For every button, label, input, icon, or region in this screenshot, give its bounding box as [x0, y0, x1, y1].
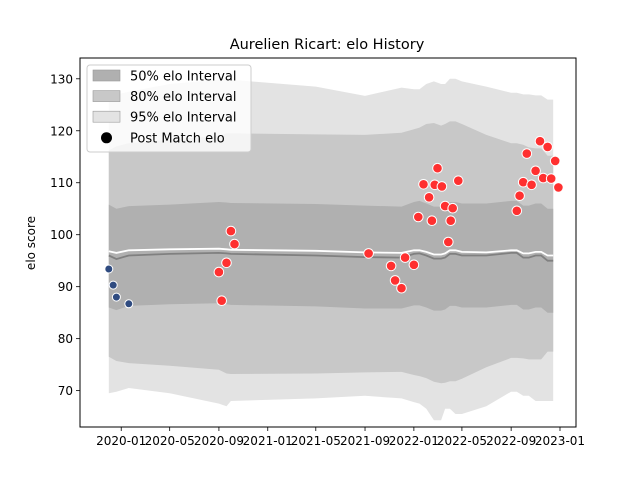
- chart-title: Aurelien Ricart: elo History: [230, 37, 425, 53]
- x-tick-label: 2021-05: [291, 434, 341, 448]
- data-point-late: [445, 215, 457, 226]
- data-point-early: [108, 280, 118, 290]
- data-point-late: [526, 179, 537, 191]
- data-point-late: [216, 295, 227, 307]
- data-point-early: [111, 292, 121, 302]
- data-point-late: [225, 225, 237, 237]
- legend-marker: [101, 132, 112, 144]
- y-tick-label: 110: [50, 176, 73, 190]
- data-point-late: [514, 190, 525, 201]
- legend-label: 80% elo Interval: [130, 90, 237, 105]
- legend-label: 50% elo Interval: [130, 70, 237, 85]
- x-tick-label: 2020-05: [145, 434, 195, 448]
- x-tick-label: 2022-01: [389, 434, 439, 448]
- data-point-late: [413, 211, 424, 223]
- y-tick-label: 130: [50, 72, 73, 86]
- data-point-late: [432, 162, 443, 174]
- data-point-late: [229, 238, 240, 250]
- legend: 50% elo Interval 80% elo Interval 95% elo …: [86, 64, 252, 153]
- legend-swatch: [92, 69, 121, 82]
- mean-line: [108, 251, 554, 262]
- data-point-late: [399, 252, 411, 263]
- legend-label: Post Match elo: [130, 131, 225, 146]
- y-tick-label: 100: [50, 228, 73, 242]
- data-point-late: [511, 205, 523, 217]
- data-point-late: [426, 215, 438, 226]
- data-point-late: [530, 165, 541, 177]
- data-point-late: [542, 141, 553, 153]
- legend-label: 95% elo Interval: [130, 111, 237, 126]
- data-point-late: [436, 181, 448, 192]
- x-tick-label: 2020-01: [96, 434, 146, 448]
- x-tick-label: 2021-09: [340, 434, 390, 448]
- y-axis-label: elo score: [24, 216, 38, 270]
- data-point-late: [447, 202, 459, 214]
- data-point-late: [549, 155, 561, 167]
- data-point-late: [213, 266, 225, 278]
- data-point-late: [443, 236, 454, 248]
- data-point-early: [124, 299, 134, 309]
- x-tick-label: 2023-01: [535, 434, 585, 448]
- y-tick-label: 80: [58, 332, 73, 346]
- data-point-late: [553, 182, 564, 193]
- data-point-late: [418, 179, 429, 190]
- data-point-late: [521, 148, 533, 159]
- data-point-late: [423, 192, 435, 203]
- plot-frame: [79, 57, 577, 428]
- data-point-late: [545, 173, 557, 184]
- legend-swatch: [92, 90, 121, 102]
- data-point-early: [104, 264, 114, 274]
- data-point-late: [534, 135, 546, 147]
- data-point-late: [389, 275, 401, 286]
- data-point-late: [408, 259, 420, 271]
- x-tick-label: 2021-01: [243, 434, 293, 448]
- x-tick-label: 2022-09: [486, 434, 536, 448]
- data-point-late: [385, 260, 397, 272]
- x-tick-label: 2022-05: [437, 434, 487, 448]
- y-tick-label: 70: [58, 384, 73, 398]
- data-point-late: [453, 175, 464, 186]
- legend-swatch: [92, 110, 121, 123]
- y-axis: 70 80 90 100 110 120 130: [50, 72, 80, 398]
- y-tick-label: 90: [58, 280, 73, 294]
- plot-area: [104, 77, 564, 421]
- data-point-late: [221, 257, 232, 269]
- legend-box: [86, 64, 252, 153]
- y-tick-label: 120: [50, 124, 73, 138]
- upper-line: [108, 247, 554, 257]
- data-point-late: [363, 248, 374, 259]
- data-point-late: [396, 282, 407, 294]
- x-tick-label: 2020-09: [194, 434, 244, 448]
